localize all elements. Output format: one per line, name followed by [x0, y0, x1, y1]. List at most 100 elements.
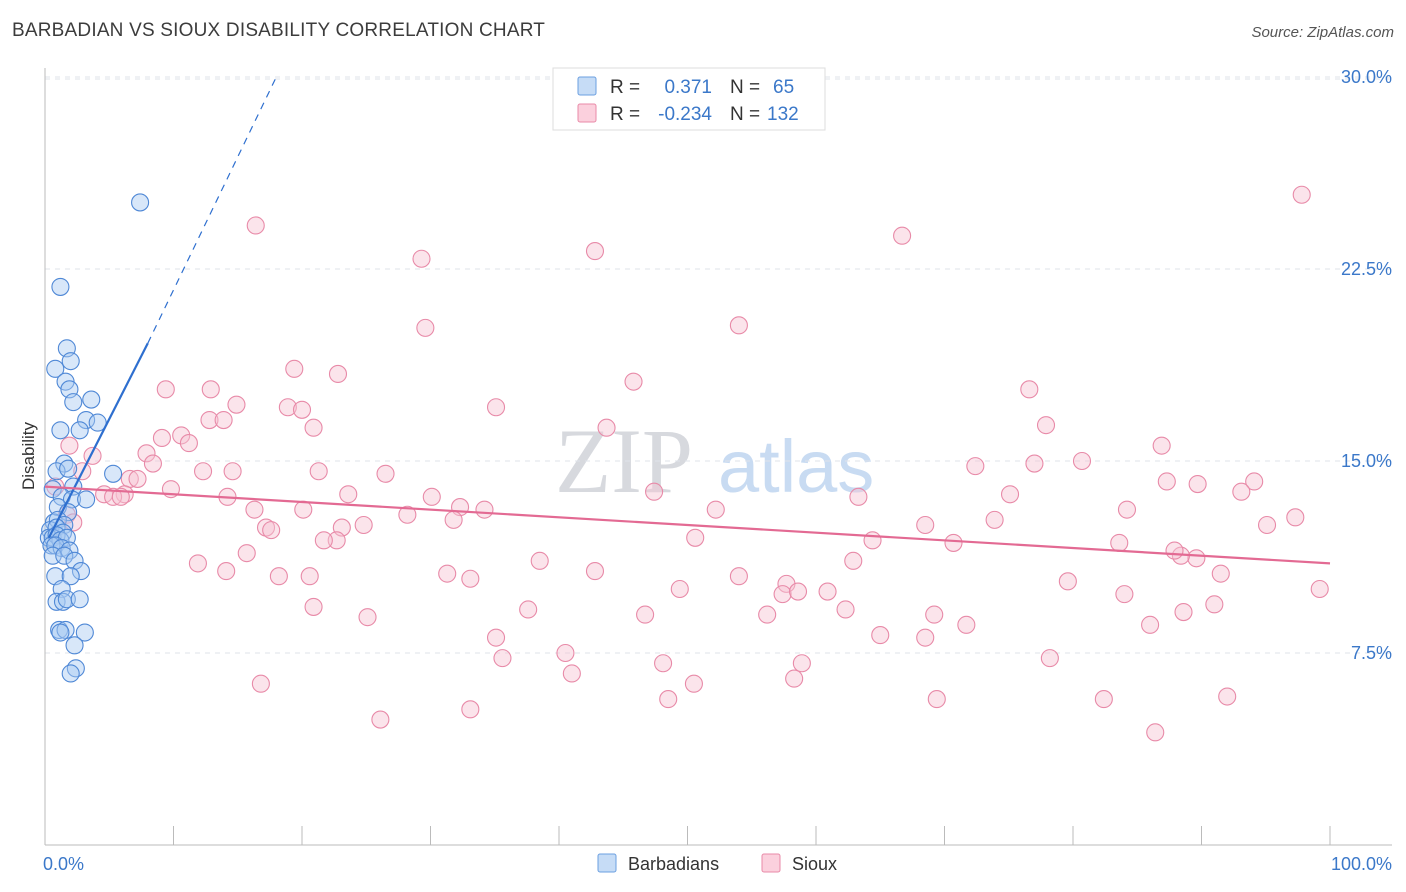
- axes: [44, 68, 1392, 846]
- sioux-point: [201, 380, 220, 399]
- barbadian-point: [82, 390, 101, 409]
- sioux-point: [486, 628, 506, 647]
- sioux-point: [686, 528, 705, 547]
- sioux-point: [1211, 564, 1230, 583]
- sioux-point: [597, 418, 616, 437]
- barbadian-point: [75, 623, 94, 642]
- sioux-point: [245, 500, 264, 519]
- sioux-point: [412, 249, 431, 268]
- sioux-point: [585, 242, 605, 261]
- bottom-legend-sioux: Sioux: [792, 854, 837, 874]
- sioux-point: [294, 500, 313, 519]
- sioux-point: [304, 597, 323, 616]
- sioux-point: [706, 500, 725, 519]
- barbadian-point: [71, 562, 91, 581]
- sioux-point: [1152, 436, 1171, 455]
- barbadian-trend-extension: [147, 76, 277, 344]
- barbadian-point: [70, 421, 89, 440]
- sioux-point: [966, 457, 985, 476]
- sioux-point: [156, 380, 175, 399]
- sioux-point: [256, 518, 276, 537]
- sioux-point: [188, 554, 207, 573]
- barbadian-point: [59, 459, 78, 478]
- bottom-legend: Barbadians Sioux: [597, 853, 837, 874]
- legend-swatch-sioux: [577, 103, 597, 123]
- legend: R = 0.371 N = 65 R = -0.234 N = 132: [552, 67, 826, 131]
- x-tick-labels: 0.0% 100.0%: [43, 854, 1392, 874]
- barbadian-point: [104, 464, 123, 483]
- sioux-point: [654, 654, 673, 673]
- sioux-point: [1115, 585, 1134, 604]
- sioux-point: [1094, 690, 1113, 709]
- barbadian-point: [47, 462, 66, 481]
- sioux-point: [172, 426, 191, 445]
- sioux-point: [262, 521, 281, 540]
- barbadian-point: [88, 413, 107, 432]
- sioux-point: [1218, 687, 1237, 706]
- sioux-point: [773, 585, 792, 604]
- sioux-point: [844, 551, 863, 570]
- grid: [45, 76, 1392, 654]
- sioux-point: [1146, 723, 1165, 742]
- sioux-point: [1058, 572, 1077, 591]
- y-tick-label: 15.0%: [1341, 451, 1392, 471]
- sioux-point: [1036, 416, 1056, 435]
- sioux-point: [863, 531, 882, 550]
- sioux-point: [398, 505, 417, 524]
- sioux-point: [285, 359, 304, 378]
- sioux-point: [957, 615, 976, 634]
- sioux-point: [1257, 515, 1277, 535]
- sioux-point: [788, 582, 808, 601]
- sioux-point: [444, 510, 463, 529]
- sioux-point: [152, 428, 171, 448]
- sioux-point: [214, 410, 233, 430]
- sioux-point: [659, 690, 678, 709]
- sioux-point: [278, 398, 297, 417]
- barbadian-point: [60, 541, 79, 560]
- sioux-point: [328, 364, 348, 384]
- sioux-point: [376, 464, 395, 483]
- barbadian-point: [64, 393, 83, 412]
- sioux-point: [1025, 454, 1044, 473]
- barbadian-point: [131, 193, 150, 212]
- sioux-point: [530, 551, 549, 570]
- bottom-legend-swatch-barbadians: [597, 853, 617, 873]
- sioux-point: [925, 605, 944, 624]
- sioux-point: [1310, 579, 1329, 599]
- sioux-point: [893, 226, 912, 245]
- legend-n-value-1: 65: [773, 77, 794, 98]
- sioux-point: [292, 400, 312, 419]
- barbadian-point: [57, 590, 76, 609]
- sioux-point: [227, 395, 246, 414]
- barbadian-points: [39, 193, 150, 683]
- sioux-point: [314, 531, 333, 550]
- sioux-point: [309, 462, 328, 481]
- sioux-point: [1205, 595, 1224, 614]
- y-tick-label: 30.0%: [1341, 67, 1392, 87]
- y-tick-label: 22.5%: [1341, 259, 1392, 279]
- sioux-point: [246, 216, 265, 235]
- legend-n-label-1: N =: [730, 77, 760, 98]
- barbadian-point: [46, 359, 65, 378]
- sioux-point: [1292, 185, 1311, 204]
- barbadian-point: [55, 546, 74, 565]
- sioux-point: [416, 318, 435, 337]
- sioux-point: [128, 469, 147, 488]
- x-tick-label: 100.0%: [1331, 854, 1392, 874]
- sioux-point: [217, 562, 236, 581]
- sioux-point: [785, 669, 804, 688]
- legend-box: [552, 67, 826, 131]
- sioux-point: [1110, 533, 1129, 552]
- legend-r-value-1: 0.371: [664, 77, 712, 98]
- y-axis-label: Disability: [19, 421, 38, 490]
- barbadian-point: [70, 590, 89, 609]
- barbadian-point: [77, 410, 96, 430]
- sioux-point: [461, 700, 480, 719]
- sioux-point: [758, 605, 777, 624]
- barbadian-point: [47, 592, 66, 611]
- y-tick-label: 7.5%: [1351, 643, 1392, 663]
- barbadian-trend-line: [47, 342, 149, 539]
- sioux-point: [519, 600, 538, 619]
- barbadian-point: [66, 659, 85, 678]
